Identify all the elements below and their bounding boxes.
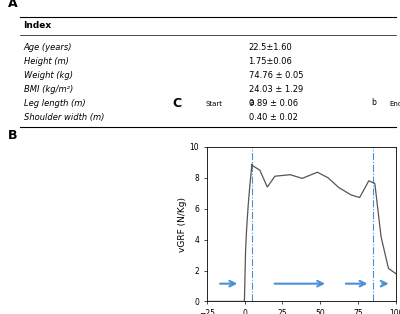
Y-axis label: vGRF (N/Kg): vGRF (N/Kg) xyxy=(178,197,187,252)
Text: 0.40 ± 0.02: 0.40 ± 0.02 xyxy=(248,113,298,122)
Text: 1.75±0.06: 1.75±0.06 xyxy=(248,57,292,66)
Text: Shoulder width (m): Shoulder width (m) xyxy=(24,113,104,122)
Text: b: b xyxy=(371,98,376,107)
Text: C: C xyxy=(173,97,182,110)
Text: a: a xyxy=(250,98,254,107)
Text: Weight (kg): Weight (kg) xyxy=(24,71,72,80)
Text: BMI (kg/m²): BMI (kg/m²) xyxy=(24,85,73,94)
Text: Start: Start xyxy=(206,101,223,107)
Text: Age (years): Age (years) xyxy=(24,43,72,52)
Text: 0.89 ± 0.06: 0.89 ± 0.06 xyxy=(248,99,298,108)
Text: 24.03 ± 1.29: 24.03 ± 1.29 xyxy=(248,85,303,94)
Text: B: B xyxy=(8,129,18,142)
Text: Index: Index xyxy=(24,21,52,30)
Text: A: A xyxy=(8,0,18,10)
Text: End: End xyxy=(389,101,400,107)
Text: 22.5±1.60: 22.5±1.60 xyxy=(248,43,292,52)
Text: Leg length (m): Leg length (m) xyxy=(24,99,85,108)
Text: 74.76 ± 0.05: 74.76 ± 0.05 xyxy=(248,71,303,80)
Text: Height (m): Height (m) xyxy=(24,57,68,66)
